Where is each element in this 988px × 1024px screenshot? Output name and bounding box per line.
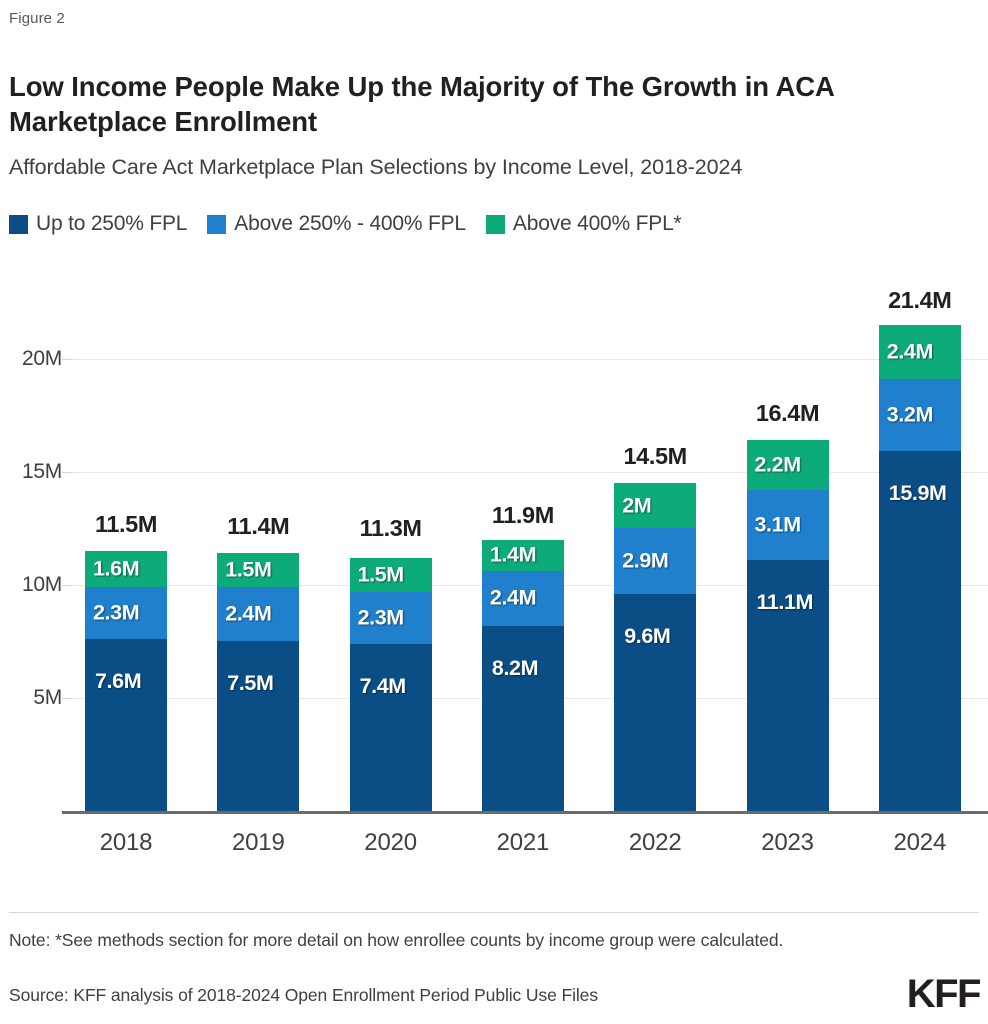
bar-segment-value: 2.4M bbox=[489, 585, 537, 610]
bar-total-label: 14.5M bbox=[623, 443, 688, 469]
bar-segment-value: 7.5M bbox=[227, 671, 274, 696]
bar-segment[interactable]: 2M bbox=[614, 483, 697, 529]
x-axis-label-2024: 2024 bbox=[893, 829, 947, 856]
bar-2023[interactable]: 2.2M 3.1M 11.1M bbox=[746, 440, 829, 811]
kff-logo: KFF bbox=[906, 972, 982, 1016]
bar-segment[interactable]: 9.6M bbox=[614, 593, 697, 811]
y-axis-tickmark bbox=[62, 471, 73, 473]
legend-swatch-icon bbox=[9, 214, 28, 234]
bar-total-label: 11.9M bbox=[491, 501, 554, 528]
bar-segment-value: 9.6M bbox=[624, 623, 671, 648]
bar-segment[interactable]: 2.3M bbox=[85, 587, 167, 640]
page-title: Low Income People Make Up the Majority o… bbox=[9, 71, 834, 138]
bar-segment[interactable]: 2.9M bbox=[614, 528, 697, 594]
bar-2022[interactable]: 2M 2.9M 9.6M bbox=[614, 483, 697, 811]
y-axis-tickmark bbox=[62, 358, 73, 360]
legend-label: Above 250% - 400% FPL bbox=[234, 212, 466, 235]
bar-segment-value: 8.2M bbox=[491, 655, 539, 680]
bar-total-label: 11.5M bbox=[94, 510, 158, 537]
bar-segment-value: 2.2M bbox=[754, 452, 802, 477]
legend-item-1[interactable]: Above 250% - 400% FPL bbox=[207, 212, 466, 236]
legend-item-2[interactable]: Above 400% FPL* bbox=[485, 212, 682, 236]
bar-segment-value: 2M bbox=[622, 493, 652, 518]
bar-segment-value: 1.5M bbox=[225, 557, 272, 582]
bar-segment-value: 1.4M bbox=[489, 542, 537, 567]
bar-segment-value: 2.3M bbox=[93, 600, 140, 625]
bar-2024[interactable]: 2.4M 3.2M 15.9M bbox=[878, 324, 961, 811]
bar-segment[interactable]: 1.4M bbox=[481, 539, 564, 572]
x-axis-label-2022: 2022 bbox=[628, 829, 682, 856]
bar-total-label: 11.3M bbox=[359, 515, 422, 542]
bar-segment[interactable]: 15.9M bbox=[878, 451, 961, 811]
legend-swatch-icon bbox=[207, 214, 227, 234]
chart-legend: Up to 250% FPL Above 250% - 400% FPL Above… bbox=[9, 212, 702, 236]
x-axis-label-2018: 2018 bbox=[99, 829, 153, 856]
bar-segment-value: 2.4M bbox=[886, 339, 934, 364]
bar-segment[interactable]: 1.5M bbox=[349, 557, 432, 592]
bar-total-label: 21.4M bbox=[888, 286, 952, 313]
bar-2020[interactable]: 1.5M 2.3M 7.4M bbox=[349, 557, 432, 811]
bar-segment[interactable]: 7.4M bbox=[349, 643, 432, 811]
bar-segment[interactable]: 1.6M bbox=[85, 550, 167, 588]
bar-segment[interactable]: 11.1M bbox=[746, 559, 829, 811]
x-axis-label-2020: 2020 bbox=[364, 829, 417, 856]
bar-2019[interactable]: 1.5M 2.4M 7.5M bbox=[217, 553, 300, 811]
chart-source: Source: KFF analysis of 2018-2024 Open E… bbox=[9, 985, 598, 1005]
bar-segment-value: 1.6M bbox=[93, 556, 140, 581]
bar-segment-value: 7.6M bbox=[95, 669, 142, 694]
y-axis-label: 20M bbox=[22, 346, 62, 370]
bar-segment[interactable]: 7.6M bbox=[85, 639, 167, 811]
legend-swatch-icon bbox=[485, 214, 505, 234]
bar-total-label: 16.4M bbox=[755, 400, 820, 427]
legend-item-0[interactable]: Up to 250% FPL bbox=[9, 212, 187, 236]
chart-plot-area: 5M 10M 15M 20M 1.6M 2.3M 7.6M 11.5M 2018 1.5M 2.4M… bbox=[0, 265, 988, 865]
bar-segment[interactable]: 7.5M bbox=[217, 641, 300, 811]
bar-segment-value: 15.9M bbox=[888, 481, 947, 506]
y-axis-label: 5M bbox=[33, 685, 62, 709]
bar-total-label: 11.4M bbox=[227, 513, 290, 540]
footer-divider bbox=[9, 912, 979, 913]
x-axis-label-2019: 2019 bbox=[232, 829, 285, 856]
bar-segment-value: 2.3M bbox=[357, 605, 405, 630]
bar-segment-value: 3.2M bbox=[886, 402, 934, 427]
bar-segment[interactable]: 1.5M bbox=[217, 553, 300, 588]
bar-segment-value: 2.9M bbox=[622, 548, 669, 573]
bar-segment[interactable]: 2.2M bbox=[746, 440, 829, 490]
y-axis-tickmark bbox=[62, 584, 73, 586]
legend-label: Up to 250% FPL bbox=[36, 212, 188, 235]
y-axis-label: 10M bbox=[22, 572, 62, 596]
bar-segment-value: 2.4M bbox=[225, 601, 272, 626]
bar-segment-value: 11.1M bbox=[756, 589, 814, 614]
bar-2018[interactable]: 1.6M 2.3M 7.6M bbox=[85, 550, 167, 811]
bar-segment[interactable]: 8.2M bbox=[481, 625, 564, 811]
bar-segment[interactable]: 2.4M bbox=[481, 571, 564, 626]
gridline bbox=[72, 471, 988, 473]
bar-segment[interactable]: 3.1M bbox=[746, 489, 829, 560]
bar-segment[interactable]: 2.3M bbox=[349, 591, 432, 644]
chart-subtitle: Affordable Care Act Marketplace Plan Sel… bbox=[9, 155, 743, 179]
figure-label: Figure 2 bbox=[9, 10, 65, 27]
bar-segment[interactable]: 2.4M bbox=[878, 324, 961, 379]
bar-segment[interactable]: 3.2M bbox=[878, 378, 961, 452]
x-axis-label-2023: 2023 bbox=[761, 829, 814, 856]
y-axis-tickmark bbox=[62, 697, 73, 699]
chart-note: Note: *See methods section for more deta… bbox=[9, 930, 784, 950]
legend-label: Above 400% FPL* bbox=[512, 212, 682, 235]
bar-segment-value: 1.5M bbox=[357, 562, 405, 587]
gridline bbox=[72, 358, 988, 360]
bar-segment[interactable]: 2.4M bbox=[217, 587, 300, 642]
y-axis-label: 15M bbox=[22, 459, 62, 483]
bar-2021[interactable]: 1.4M 2.4M 8.2M bbox=[481, 539, 564, 811]
x-axis-label-2021: 2021 bbox=[496, 829, 550, 856]
bar-segment-value: 3.1M bbox=[754, 512, 802, 537]
bar-segment-value: 7.4M bbox=[359, 673, 407, 698]
x-axis-line bbox=[62, 811, 988, 814]
